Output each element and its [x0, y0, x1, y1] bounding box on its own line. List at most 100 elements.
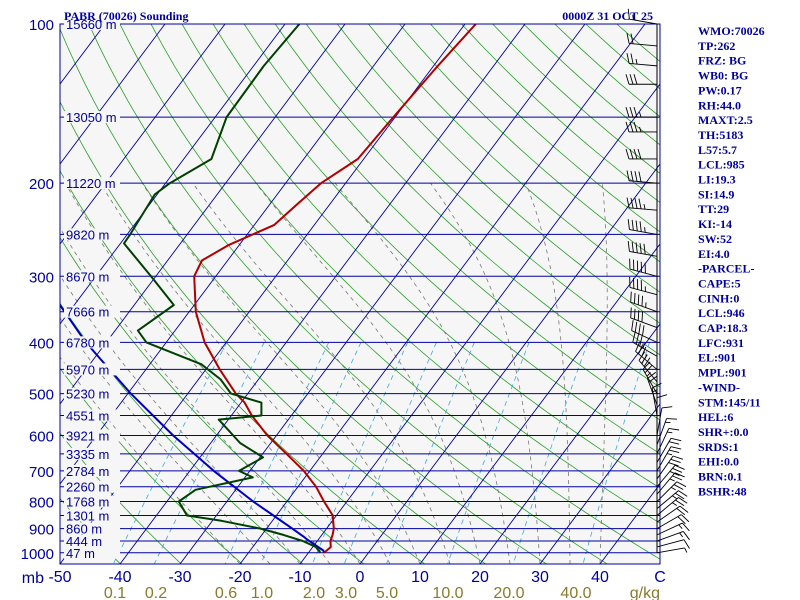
index-value: CAP:18.3 — [698, 321, 748, 335]
mixing-ratio-tick-label: 3.0 — [335, 585, 357, 600]
index-value: SRDS:1 — [698, 440, 739, 454]
height-label: 3335 m — [66, 447, 109, 462]
height-label-bg — [64, 387, 120, 400]
wind-barb — [656, 497, 688, 516]
height-label: 47 m — [66, 546, 95, 561]
chart-time: 0000Z 31 OCT 25 — [562, 9, 653, 23]
height-label: 1768 m — [66, 495, 109, 510]
height-label-bg — [64, 480, 120, 493]
wind-barb — [627, 241, 658, 257]
mixing-ratio-tick-label: 5.0 — [376, 585, 398, 600]
wind-barb — [630, 307, 658, 328]
isotherm — [359, 163, 660, 564]
height-label-bg — [64, 228, 120, 241]
isotherm — [539, 403, 660, 564]
height-label-bg — [64, 546, 120, 559]
pressure-tick-label: 1000 — [21, 546, 54, 563]
wind-barb — [656, 446, 682, 472]
moist-adiabat — [60, 356, 241, 564]
wind-barb — [656, 455, 684, 480]
height-label: 9820 m — [66, 227, 109, 242]
height-label-bg — [64, 18, 120, 30]
height-label: 7666 m — [66, 305, 109, 320]
height-label: 860 m — [66, 522, 102, 537]
index-value: CAPE:5 — [698, 276, 741, 290]
height-label-bg — [64, 409, 120, 422]
pressure-unit-label: mb — [22, 570, 44, 587]
plot-area — [60, 24, 660, 564]
wind-barb — [656, 464, 685, 488]
index-value: LFC:931 — [698, 336, 744, 350]
dry-adiabat — [212, 24, 660, 455]
index-value: LI:19.3 — [698, 173, 736, 187]
height-label: 4551 m — [66, 409, 109, 424]
pressure-tick-label: 600 — [29, 428, 54, 445]
dry-adiabat — [336, 24, 660, 324]
index-value: EL:901 — [698, 351, 736, 365]
wind-barb — [656, 437, 682, 463]
pressure-tick-label: 200 — [29, 176, 54, 193]
height-label: 2784 m — [66, 464, 109, 479]
wind-barb — [656, 505, 689, 523]
isotherm — [60, 24, 466, 564]
height-label: 5230 m — [66, 387, 109, 402]
moist-adiabat — [65, 183, 361, 564]
isotherm — [419, 243, 660, 564]
index-value: WB0: BG — [698, 69, 748, 83]
wind-barb — [656, 481, 687, 502]
isotherm — [60, 24, 226, 245]
isotherm — [119, 24, 526, 564]
wind-barb — [625, 74, 657, 85]
dry-adiabat — [150, 24, 660, 524]
dewpoint-line — [123, 24, 322, 554]
height-label-bg — [64, 305, 120, 318]
index-value: MPL:901 — [698, 366, 747, 380]
mixing-ratio-tick-label: 1.0 — [251, 585, 273, 600]
pressure-tick-label: 900 — [29, 522, 54, 539]
background-grid — [60, 24, 660, 564]
mixing-ratio-line — [512, 342, 588, 564]
mixing-ratio-tick-label: 2.0 — [303, 585, 325, 600]
index-value: -PARCEL- — [698, 262, 754, 276]
index-value: WMO:70026 — [698, 24, 765, 38]
height-label: 13050 m — [66, 110, 117, 125]
wind-barb — [656, 394, 668, 426]
mixing-ratio-line — [343, 342, 437, 564]
mixing-ratio-line — [582, 342, 650, 564]
dry-adiabat — [60, 236, 365, 564]
wind-barb — [656, 490, 688, 509]
mixing-ratio-line — [112, 342, 228, 564]
moist-adiabat — [100, 182, 391, 564]
isotherm — [299, 83, 660, 564]
dry-adiabat — [305, 24, 660, 356]
index-value: SHR+:0.0 — [698, 425, 749, 439]
height-label-bg — [64, 363, 120, 376]
index-value: EI:4.0 — [698, 247, 730, 261]
profiles — [60, 24, 477, 554]
wind-barb — [627, 8, 658, 25]
height-label-bg — [64, 177, 120, 190]
index-value: MAXT:2.5 — [698, 113, 753, 127]
moist-adiabat — [141, 182, 421, 564]
wind-barb — [629, 258, 658, 277]
index-value: TP:262 — [698, 39, 735, 53]
height-label: 1301 m — [66, 508, 109, 523]
wind-barb — [630, 291, 658, 313]
temperature-tick-label: 0 — [356, 569, 365, 586]
mixing-ratio-line — [224, 342, 329, 564]
height-label-bg — [64, 270, 120, 283]
mixing-ratio-tick-label: 0.6 — [215, 585, 237, 600]
mixing-ratio-line — [386, 342, 475, 564]
wind-barb — [656, 539, 690, 549]
height-label: 444 m — [66, 534, 102, 549]
index-value: -WIND- — [698, 380, 740, 394]
wind-barb — [631, 320, 658, 343]
mixing-ratio-tick-label: 40.0 — [560, 585, 591, 600]
wind-barb — [656, 531, 690, 542]
pressure-tick-label: 300 — [29, 269, 54, 286]
index-value: STM:145/11 — [698, 395, 761, 409]
pressure-tick-label: 100 — [29, 17, 54, 34]
dry-adiabat — [368, 24, 660, 293]
wind-barb — [625, 106, 657, 118]
